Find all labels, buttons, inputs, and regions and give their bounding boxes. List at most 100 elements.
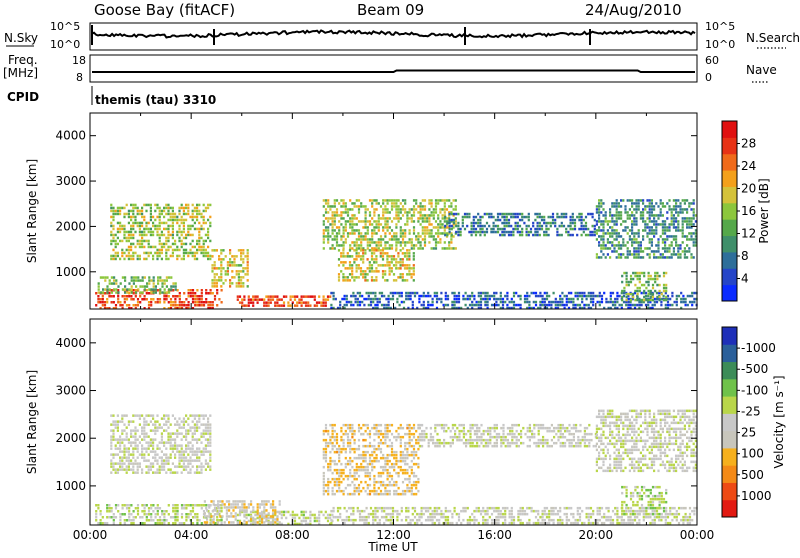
y-tick-label: 2000 [55, 219, 86, 233]
echo-cell [548, 304, 550, 307]
echo-cell [156, 471, 158, 474]
echo-cell [415, 430, 417, 433]
echo-cell [399, 292, 401, 295]
echo-cell [134, 252, 136, 255]
echo-cell [241, 506, 243, 509]
echo-cell [500, 292, 502, 295]
echo-cell [653, 205, 655, 208]
echo-cell [407, 292, 409, 295]
echo-cell [117, 237, 119, 240]
echo-cell [402, 258, 404, 261]
echo-cell [380, 472, 382, 475]
echo-cell [400, 427, 402, 430]
echo-cell [465, 298, 467, 301]
echo-cell [161, 234, 163, 237]
echo-cell [102, 291, 104, 294]
echo-cell [112, 420, 114, 423]
echo-cell [316, 304, 318, 307]
echo-cell [371, 469, 373, 472]
echo-cell [194, 295, 196, 298]
echo-cell [400, 457, 402, 460]
echo-cell [633, 256, 635, 259]
echo-cell [663, 299, 665, 302]
echo-cell [633, 253, 635, 256]
echo-cell [598, 199, 600, 202]
echo-cell [126, 447, 128, 450]
echo-cell [112, 432, 114, 435]
echo-cell [402, 205, 404, 208]
echo-cell [132, 258, 134, 261]
echo-cell [395, 463, 397, 466]
echo-cell [662, 220, 664, 223]
echo-cell [629, 250, 631, 253]
echo-cell [336, 241, 338, 244]
echo-cell [340, 261, 342, 264]
echo-cell [161, 210, 163, 213]
echo-cell [338, 249, 340, 252]
echo-cell [684, 256, 686, 259]
echo-cell [345, 211, 347, 214]
echo-cell [561, 292, 563, 295]
echo-cell [657, 223, 659, 226]
echo-cell [544, 304, 546, 307]
echo-cell [592, 298, 594, 301]
echo-cell [609, 226, 611, 229]
echo-cell [395, 258, 397, 261]
echo-cell [462, 219, 464, 222]
echo-cell [355, 298, 357, 301]
echo-cell [635, 205, 637, 208]
echo-cell [596, 253, 598, 256]
echo-cell [318, 520, 320, 523]
echo-cell [145, 450, 147, 453]
echo-cell [207, 438, 209, 441]
echo-cell [391, 442, 393, 445]
echo-cell [559, 298, 561, 301]
echo-cell [345, 241, 347, 244]
echo-cell [622, 241, 624, 244]
echo-cell [411, 460, 413, 463]
echo-cell [652, 299, 654, 302]
echo-cell [513, 301, 515, 304]
echo-cell [690, 223, 692, 226]
echo-cell [444, 199, 446, 202]
echo-cell [351, 466, 353, 469]
echo-cell [268, 512, 270, 515]
echo-cell [119, 441, 121, 444]
echo-cell [110, 414, 112, 417]
echo-cell [400, 267, 402, 270]
echo-cell [119, 450, 121, 453]
echo-cell [360, 202, 362, 205]
echo-cell [336, 439, 338, 442]
echo-cell [438, 298, 440, 301]
echo-cell [398, 436, 400, 439]
echo-cell [200, 414, 202, 417]
echo-cell [102, 288, 104, 291]
echo-cell [552, 219, 554, 222]
echo-cell [104, 279, 106, 282]
echo-cell [198, 222, 200, 225]
echo-cell [351, 217, 353, 220]
echo-cell [121, 462, 123, 465]
echo-cell [415, 439, 417, 442]
echo-cell [352, 304, 354, 307]
echo-cell [362, 451, 364, 454]
echo-cell [205, 429, 207, 432]
echo-cell [192, 255, 194, 258]
echo-cell [143, 219, 145, 222]
echo-cell [329, 223, 331, 226]
echo-cell [380, 241, 382, 244]
echo-cell [367, 273, 369, 276]
echo-cell [371, 252, 373, 255]
echo-cell [196, 420, 198, 423]
echo-cell [226, 500, 228, 503]
echo-cell [358, 466, 360, 469]
echo-cell [655, 220, 657, 223]
echo-cell [577, 292, 579, 295]
echo-cell [165, 414, 167, 417]
echo-cell [130, 522, 132, 525]
echo-cell [161, 285, 163, 288]
echo-cell [376, 493, 378, 496]
echo-cell [639, 275, 641, 278]
echo-cell [152, 438, 154, 441]
echo-cell [100, 291, 102, 294]
